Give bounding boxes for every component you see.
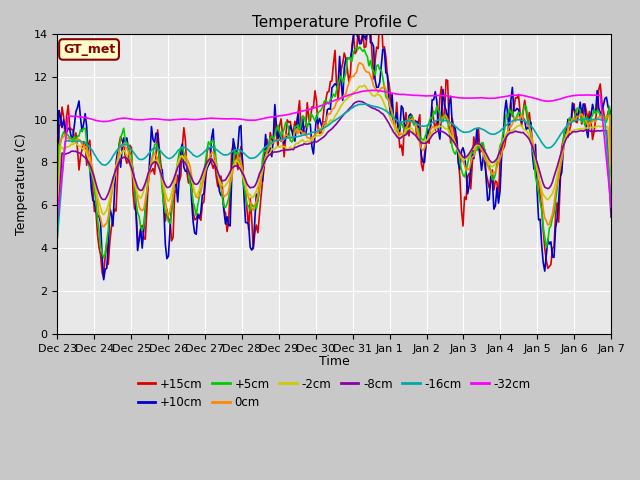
X-axis label: Time: Time — [319, 355, 349, 368]
Title: Temperature Profile C: Temperature Profile C — [252, 15, 417, 30]
Text: GT_met: GT_met — [63, 43, 115, 56]
Legend: +15cm, +10cm, +5cm, 0cm, -2cm, -8cm, -16cm, -32cm: +15cm, +10cm, +5cm, 0cm, -2cm, -8cm, -16… — [133, 373, 536, 414]
Y-axis label: Temperature (C): Temperature (C) — [15, 133, 28, 235]
